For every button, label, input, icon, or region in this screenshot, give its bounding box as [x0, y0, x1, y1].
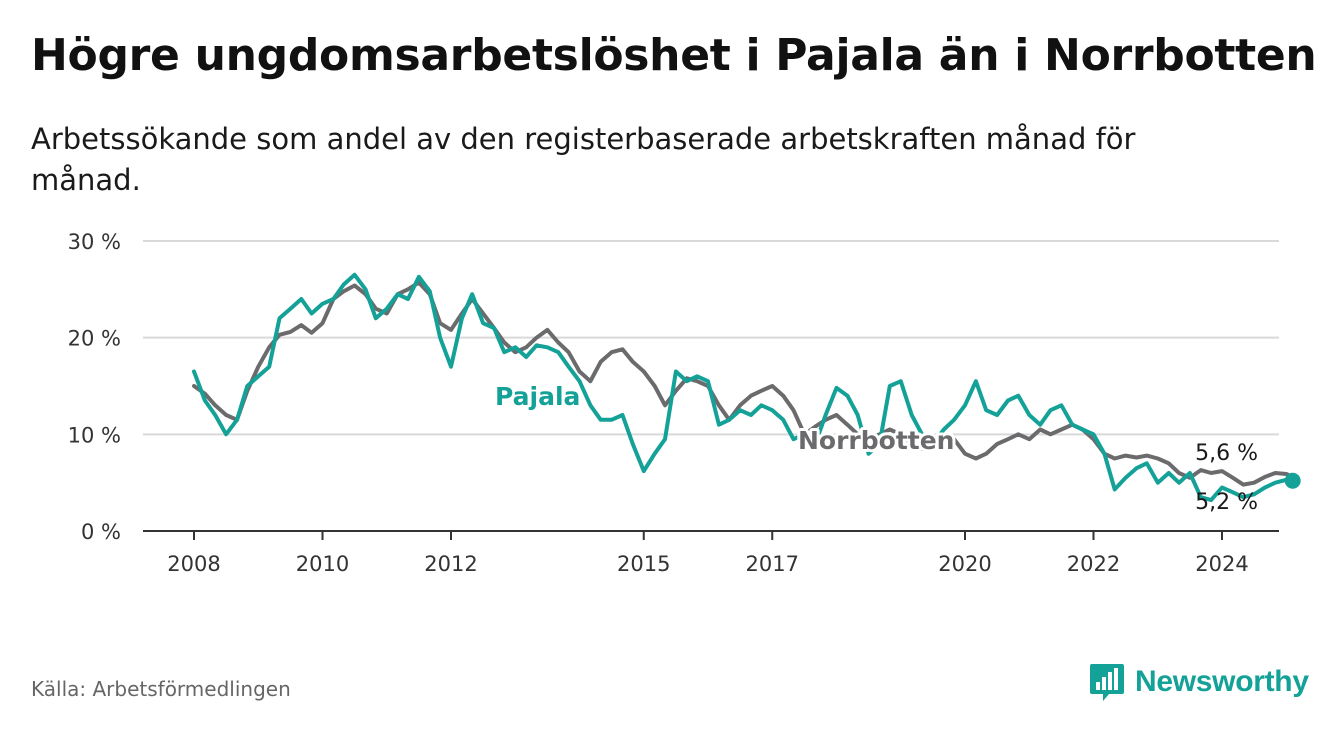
x-tick-label: 2022 — [1067, 552, 1120, 576]
x-tick-label: 2024 — [1195, 552, 1248, 576]
y-axis-ticks: 0 % 10 % 20 % 30 % — [68, 230, 121, 544]
y-tick-label: 0 % — [81, 520, 121, 544]
end-label-norrbotten: 5,6 % — [1195, 441, 1258, 466]
brand-name: Newsworthy — [1135, 665, 1309, 698]
brand[interactable]: Newsworthy — [1089, 662, 1309, 702]
series-labels: 5,6 % Norrbotten 5,2 % Pajala — [492, 379, 1301, 515]
newsworthy-logo-icon — [1090, 664, 1124, 701]
x-axis-ticks: 2008 2010 2012 2015 2017 2020 2022 2024 — [167, 531, 1249, 576]
series-lines — [192, 272, 1295, 503]
chart-title: Högre ungdomsarbetslöshet i Pajala än i … — [31, 30, 1317, 81]
x-tick-label: 2017 — [746, 552, 799, 576]
end-label-pajala: 5,2 % — [1195, 490, 1258, 515]
series-line-norrbotten — [192, 280, 1295, 487]
y-tick-label: 10 % — [68, 423, 121, 447]
x-tick-label: 2012 — [424, 552, 477, 576]
x-tick-label: 2015 — [617, 552, 670, 576]
end-marker-pajala — [1284, 472, 1301, 489]
y-tick-label: 30 % — [68, 230, 121, 254]
chart-subtitle: Arbetssökande som andel av den registerb… — [31, 122, 1136, 197]
x-tick-label: 2020 — [938, 552, 991, 576]
series-line-pajala — [192, 272, 1295, 503]
x-tick-label: 2010 — [296, 552, 349, 576]
series-name-label-pajala: Pajala — [495, 382, 580, 411]
y-tick-label: 20 % — [68, 327, 121, 351]
source-note: Källa: Arbetsförmedlingen — [31, 677, 291, 701]
series-name-label-norrbotten: Norrbotten — [798, 426, 954, 455]
grid-lines — [143, 240, 1279, 436]
x-tick-label: 2008 — [167, 552, 220, 576]
